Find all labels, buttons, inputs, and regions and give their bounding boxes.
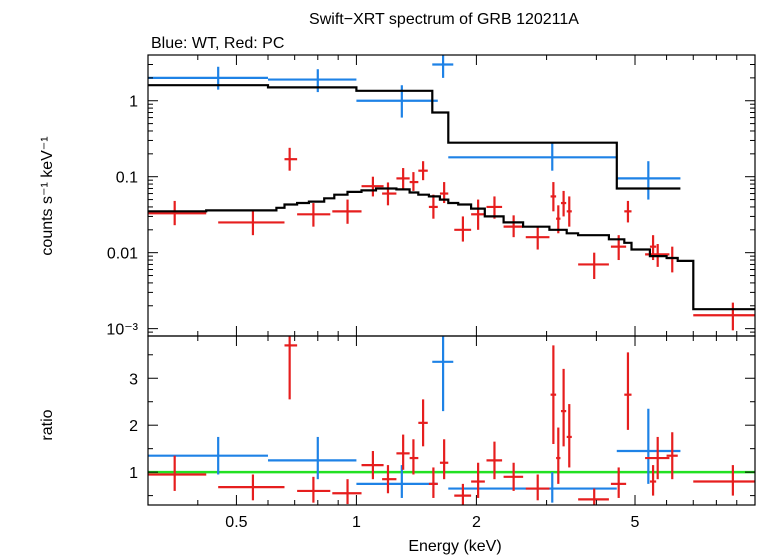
top-series-1-point — [566, 196, 572, 227]
bottom-x-tick-label: 0.5 — [225, 514, 247, 531]
top-series-1-point — [486, 196, 503, 219]
bottom-series-1-point — [649, 465, 657, 496]
bottom-series-1-point — [361, 451, 384, 480]
bottom-x-tick-label: 2 — [472, 514, 481, 531]
bottom-series-1-point — [284, 336, 298, 400]
bottom-series-1-point — [503, 462, 524, 491]
bottom-y-ticks — [148, 354, 755, 497]
top-x-ticks — [147, 55, 738, 336]
bottom-series-0-point — [432, 336, 454, 412]
bottom-x-tick-label: 1 — [352, 514, 361, 531]
bottom-series-0-point — [356, 465, 438, 498]
top-model-line-0 — [148, 84, 681, 190]
bottom-series-1-point — [382, 465, 397, 494]
top-series-1-point — [332, 199, 362, 224]
bottom-series-1-point — [566, 404, 572, 468]
bottom-series-1-point — [428, 467, 438, 498]
bottom-series-1-point — [418, 399, 428, 447]
top-series-1-point — [525, 226, 550, 250]
top-series-0-point — [432, 55, 454, 78]
bottom-series-1-point — [645, 436, 670, 480]
top-series-1-point — [624, 200, 632, 223]
top-series-1-point — [396, 168, 410, 189]
top-series-1-point — [693, 302, 755, 331]
bottom-series-0 — [148, 336, 681, 503]
top-series-1-point — [503, 215, 524, 238]
top-series-1-point — [382, 182, 397, 206]
bottom-series-1-point — [439, 439, 449, 480]
bottom-y-tick-label: 2 — [129, 418, 138, 435]
bottom-series-1-point — [525, 474, 550, 501]
bottom-series-0-point — [267, 436, 357, 480]
top-series-1-point — [471, 199, 485, 230]
bottom-series-1-point — [578, 488, 609, 505]
top-model-line-1 — [148, 187, 755, 311]
bottom-series-1-point — [486, 441, 503, 480]
top-panel: 1 0.1 0.01 10⁻³ — [106, 54, 756, 339]
top-series-1-point — [556, 205, 561, 234]
bottom-series-1-point — [396, 434, 410, 470]
bottom-series-1-point — [550, 345, 557, 444]
top-series-0-point — [616, 161, 681, 200]
x-axis-label: Energy (keV) — [408, 538, 501, 555]
top-series-0-point — [267, 69, 357, 93]
bottom-series-0-point — [448, 472, 617, 503]
top-series-1-point — [428, 194, 438, 219]
bottom-panel: 1 2 3 0.5 1 2 5 — [129, 335, 756, 531]
top-series-1-point — [578, 252, 609, 280]
top-y-tick-label: 1 — [129, 94, 138, 111]
top-y-tick-label: 10⁻³ — [106, 322, 138, 339]
bottom-series-1-point — [556, 427, 561, 484]
top-series-1-point — [297, 203, 331, 227]
chart-title: Swift−XRT spectrum of GRB 120211A — [309, 11, 579, 28]
bottom-series-1-point — [148, 455, 207, 491]
bottom-x-tick-label: 5 — [631, 514, 640, 531]
bottom-series-0-point — [616, 408, 681, 484]
chart-subtitle: Blue: WT, Red: PC — [151, 35, 284, 52]
bottom-plot-frame — [147, 335, 756, 506]
top-series-1-point — [218, 210, 285, 236]
bottom-series-1-point — [332, 479, 362, 505]
top-plot-frame — [147, 54, 756, 337]
bottom-series-1-point — [297, 476, 331, 503]
bottom-series-1-point — [610, 467, 627, 498]
bottom-y-tick-label: 1 — [129, 465, 138, 482]
top-y-ticks — [148, 54, 755, 337]
bottom-series-1-point — [471, 462, 485, 498]
top-series-1-point — [454, 216, 472, 242]
top-series-1-point — [666, 246, 678, 273]
top-series-1-point — [284, 147, 298, 171]
bottom-series-1-point — [666, 432, 678, 480]
top-series-1-point — [409, 172, 419, 191]
bottom-x-ticks — [147, 336, 738, 505]
top-series-1-point — [550, 182, 557, 212]
bottom-series-1-point — [693, 465, 755, 496]
bottom-series-1 — [148, 336, 755, 505]
top-series-0 — [148, 55, 681, 200]
top-series-1-point — [148, 200, 207, 226]
top-y-tick-label: 0.01 — [107, 246, 138, 263]
top-series-1-point — [560, 190, 567, 217]
bottom-series-0-point — [148, 436, 268, 475]
top-y-tick-label: 0.1 — [116, 170, 138, 187]
bottom-series-1-point — [409, 439, 419, 475]
bottom-series-1-point — [560, 368, 567, 447]
bottom-series-1-point — [218, 474, 285, 501]
top-series-1-point — [418, 161, 428, 181]
top-series-0-point — [448, 142, 617, 171]
top-series-1 — [148, 147, 755, 331]
top-series-1-point — [361, 176, 384, 197]
bottom-y-tick-label: 3 — [129, 371, 138, 388]
top-y-axis-label: counts s⁻¹ keV⁻¹ — [39, 136, 56, 255]
bottom-series-1-point — [454, 483, 472, 505]
bottom-y-axis-label: ratio — [39, 409, 56, 440]
bottom-series-1-point — [624, 352, 632, 430]
